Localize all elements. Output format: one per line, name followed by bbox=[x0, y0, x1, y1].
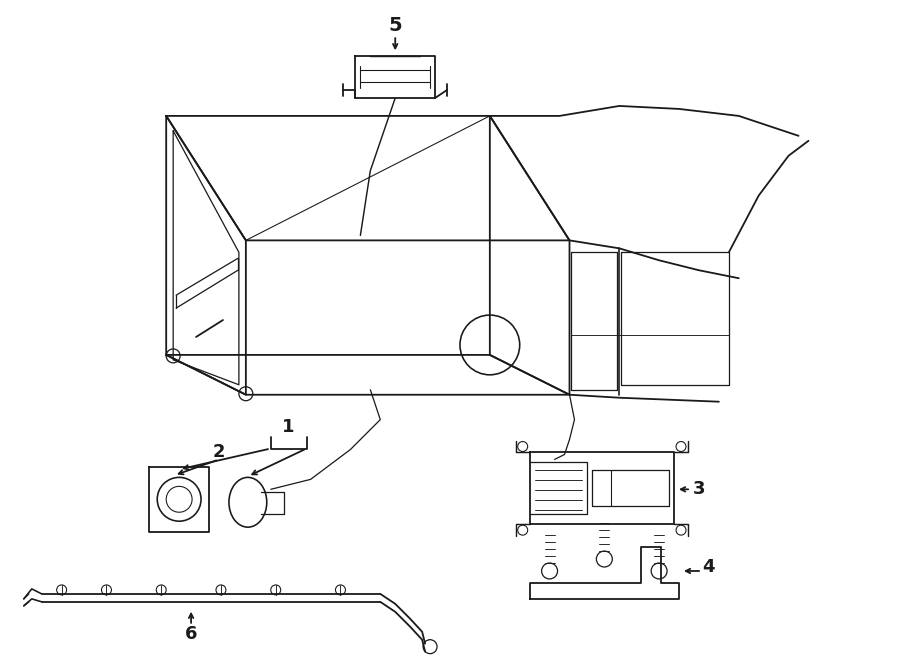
Text: 6: 6 bbox=[184, 625, 197, 642]
Text: 5: 5 bbox=[389, 16, 402, 35]
Text: 3: 3 bbox=[693, 481, 706, 498]
Text: 1: 1 bbox=[283, 418, 295, 436]
Text: 2: 2 bbox=[212, 444, 225, 461]
Text: 4: 4 bbox=[703, 558, 716, 576]
